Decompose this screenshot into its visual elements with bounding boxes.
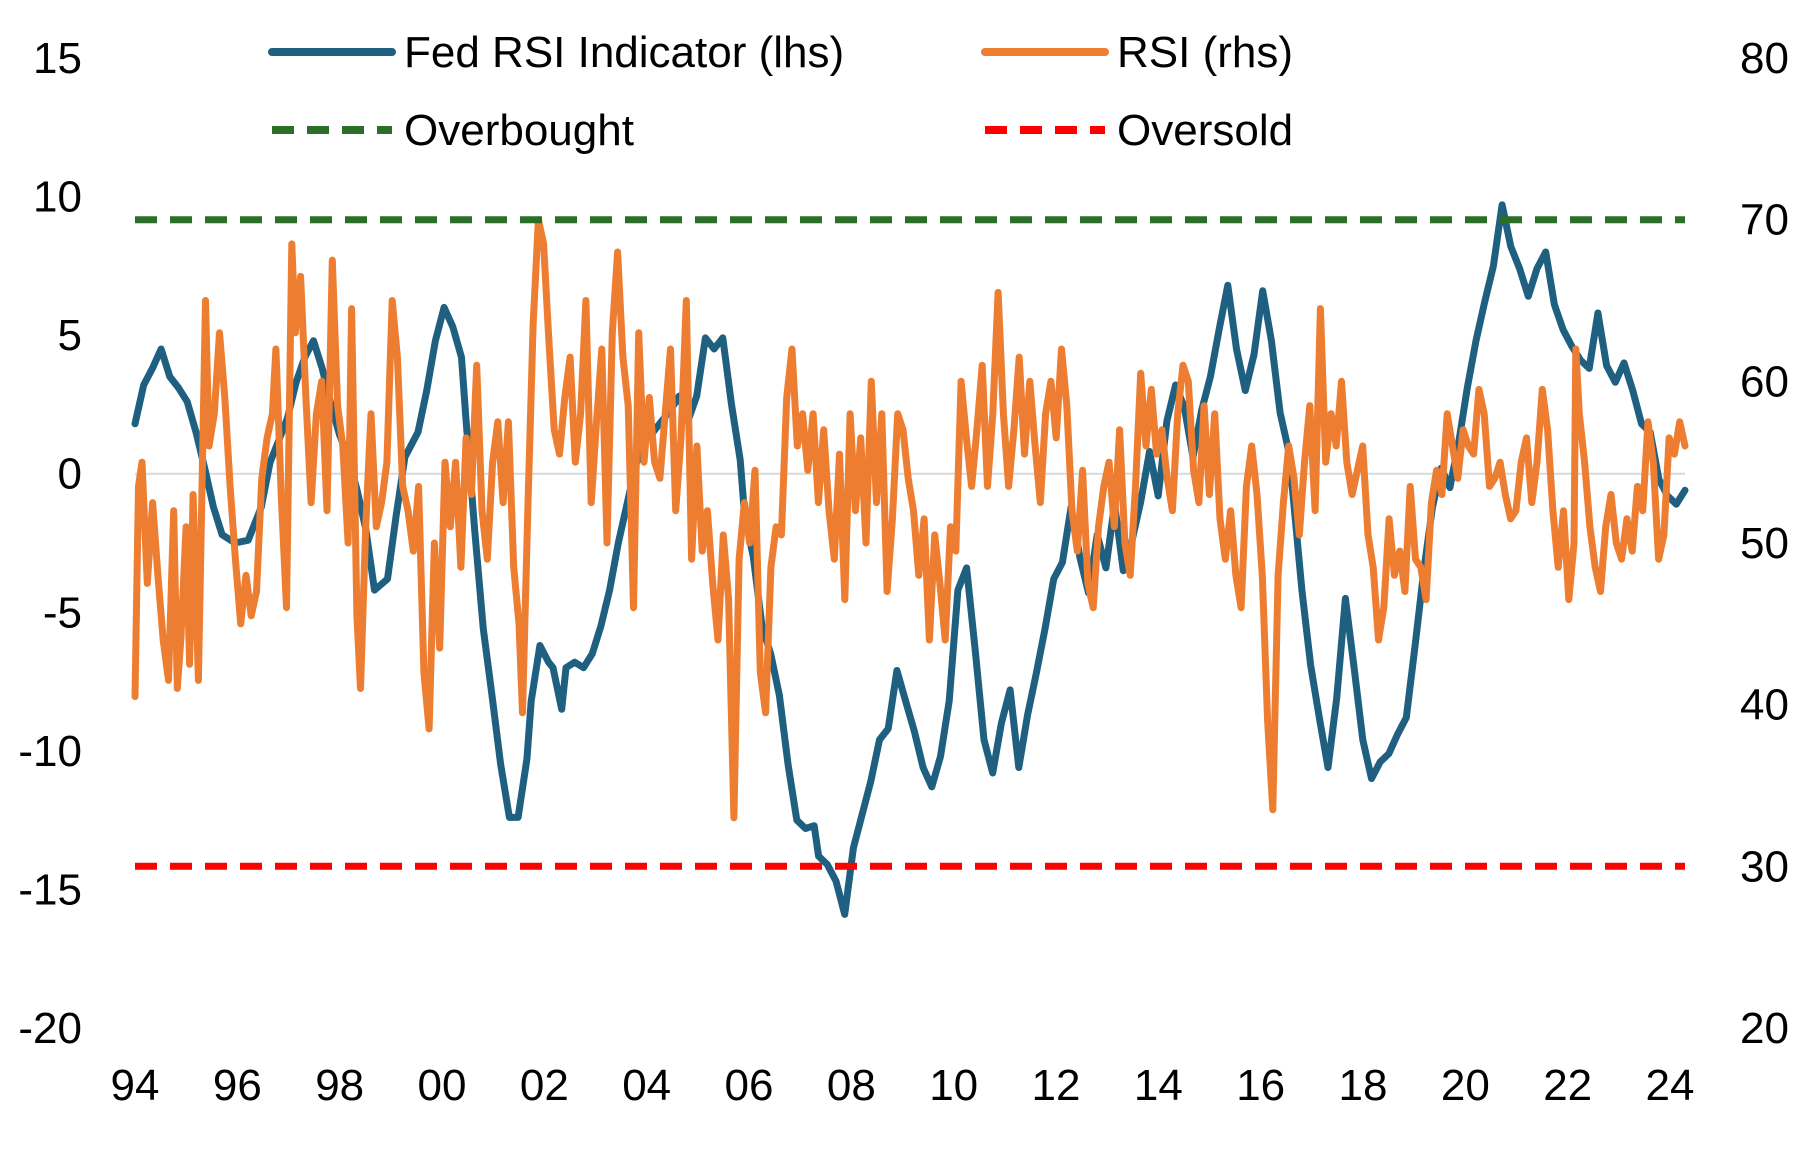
- legend-item: Overbought: [272, 106, 634, 155]
- legend-label: Oversold: [1117, 106, 1293, 155]
- x-tick-label: 10: [929, 1061, 978, 1110]
- legend-label: Overbought: [404, 106, 634, 155]
- y-left-tick-label: 0: [58, 450, 82, 499]
- legend-item: Oversold: [985, 106, 1293, 155]
- y-left-tick-label: -15: [18, 865, 82, 914]
- y-left-tick-label: -20: [18, 1004, 82, 1053]
- x-tick-label: 96: [213, 1061, 262, 1110]
- x-tick-label: 02: [520, 1061, 569, 1110]
- y-right-tick-label: 40: [1740, 681, 1789, 730]
- x-tick-label: 08: [827, 1061, 876, 1110]
- legend-item: RSI (rhs): [981, 28, 1293, 77]
- series-layer: [131, 201, 1689, 918]
- y-left-tick-label: 5: [58, 311, 82, 360]
- y-right-tick-label: 80: [1740, 34, 1789, 83]
- y-left-tick-label: -5: [43, 588, 82, 637]
- legend-item: Fed RSI Indicator (lhs): [268, 28, 844, 77]
- y-right-tick-label: 50: [1740, 519, 1789, 568]
- x-tick-label: 00: [418, 1061, 467, 1110]
- series-line-rsi-rhs: [131, 216, 1689, 822]
- x-tick-label: 98: [315, 1061, 364, 1110]
- x-tick-label: 94: [111, 1061, 160, 1110]
- legend-label: RSI (rhs): [1117, 28, 1293, 77]
- x-tick-label: 20: [1441, 1061, 1490, 1110]
- y-right-tick-label: 70: [1740, 196, 1789, 245]
- y-right-tick-label: 20: [1740, 1004, 1789, 1053]
- legend: Fed RSI Indicator (lhs) RSI (rhs) Overboug…: [268, 28, 1293, 155]
- x-tick-label: 12: [1032, 1061, 1081, 1110]
- x-tick-label: 24: [1646, 1061, 1695, 1110]
- x-tick-label: 14: [1134, 1061, 1183, 1110]
- x-tick-label: 06: [725, 1061, 774, 1110]
- legend-label: Fed RSI Indicator (lhs): [404, 28, 844, 77]
- y-right-tick-label: 30: [1740, 842, 1789, 891]
- x-tick-label: 22: [1543, 1061, 1592, 1110]
- y-left-tick-label: 10: [33, 173, 82, 222]
- y-left-tick-label: -10: [18, 727, 82, 776]
- x-tick-label: 18: [1339, 1061, 1388, 1110]
- x-tick-label: 16: [1236, 1061, 1285, 1110]
- y-right-tick-label: 60: [1740, 357, 1789, 406]
- y-left-tick-label: 15: [33, 34, 82, 83]
- x-tick-label: 04: [622, 1061, 671, 1110]
